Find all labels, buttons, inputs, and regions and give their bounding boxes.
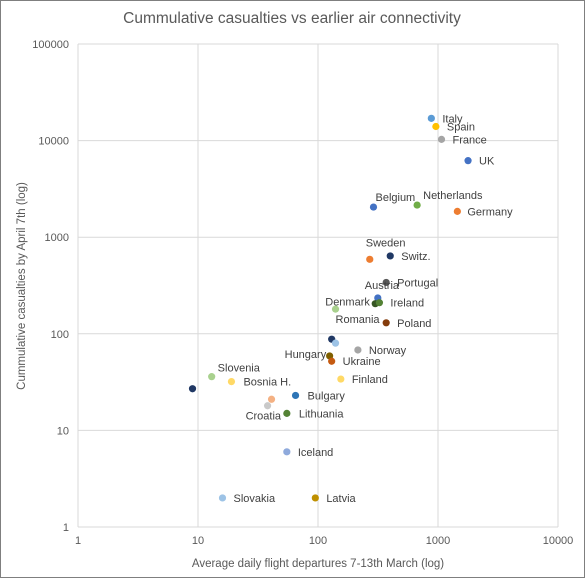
x-tick-label-3: 1000 bbox=[426, 535, 450, 547]
data-point-sweden bbox=[366, 255, 374, 263]
y-tick-label-2: 100 bbox=[51, 329, 69, 341]
data-point-unlabeled-23 bbox=[188, 385, 197, 393]
data-point-poland bbox=[382, 319, 390, 327]
data-point-bosnia-h bbox=[227, 378, 236, 386]
data-points bbox=[188, 114, 472, 502]
point-label-portugal: Portugal bbox=[397, 277, 438, 289]
point-label-bulgary: Bulgary bbox=[308, 390, 346, 402]
point-label-netherlands: Netherlands bbox=[423, 190, 483, 202]
data-point-portugal bbox=[382, 278, 390, 287]
x-tick-label-1: 10 bbox=[192, 535, 204, 547]
y-tick-label-5: 100000 bbox=[32, 39, 69, 51]
point-label-belgium: Belgium bbox=[375, 192, 415, 204]
point-label-latvia: Latvia bbox=[326, 493, 356, 505]
data-point-unlabeled-25 bbox=[267, 395, 276, 403]
point-label-spain: Spain bbox=[447, 121, 475, 133]
point-label-italy: Italy bbox=[442, 113, 463, 125]
x-tick-label-2: 100 bbox=[309, 535, 327, 547]
y-axis-title: Cummulative casualties by April 7th (log… bbox=[16, 182, 28, 390]
data-point-uk bbox=[464, 157, 472, 165]
data-point-norway bbox=[354, 346, 362, 354]
gridlines bbox=[77, 43, 559, 528]
data-point-germany bbox=[453, 207, 461, 215]
point-label-slovenia: Slovenia bbox=[218, 363, 261, 375]
data-point-romania bbox=[331, 305, 340, 313]
y-tick-label-1: 10 bbox=[57, 425, 69, 437]
data-point-lithuania bbox=[283, 409, 291, 417]
point-label-germany: Germany bbox=[467, 206, 513, 218]
data-point-slovakia bbox=[218, 494, 227, 502]
x-tick-label-0: 1 bbox=[75, 535, 81, 547]
data-point-ukraine bbox=[328, 357, 336, 365]
point-label-croatia: Croatia bbox=[246, 411, 282, 423]
point-label-norway: Norway bbox=[369, 345, 407, 357]
point-label-ukraine: Ukraine bbox=[343, 356, 381, 368]
y-tick-label-0: 1 bbox=[63, 522, 69, 534]
data-point-unlabeled-16 bbox=[331, 339, 340, 347]
point-label-denmark: Denmark bbox=[325, 297, 370, 309]
data-point-france bbox=[437, 135, 446, 143]
point-label-poland: Poland bbox=[397, 318, 431, 330]
data-point-netherlands bbox=[413, 201, 421, 209]
data-point-slovenia bbox=[208, 373, 216, 381]
data-point-latvia bbox=[311, 494, 319, 502]
point-label-austria: Austria bbox=[365, 280, 400, 292]
x-tick-labels: 1 10 100 1000 10000 bbox=[75, 535, 573, 547]
point-label-slovakia: Slovakia bbox=[233, 493, 275, 505]
data-point-belgium bbox=[369, 203, 378, 211]
data-point-ireland bbox=[375, 299, 384, 307]
point-label-iceland: Iceland bbox=[298, 447, 333, 459]
data-point-italy bbox=[427, 114, 435, 122]
point-label-bosnia-h: Bosnia H. bbox=[243, 377, 291, 389]
data-point-bulgary bbox=[291, 391, 300, 400]
point-label-france: France bbox=[453, 134, 487, 146]
point-label-finland: Finland bbox=[352, 374, 388, 386]
point-label-switz: Switz. bbox=[401, 251, 430, 263]
data-point-croatia bbox=[263, 402, 272, 410]
data-point-iceland bbox=[283, 448, 291, 456]
y-tick-label-4: 10000 bbox=[38, 136, 69, 148]
point-label-sweden: Sweden bbox=[366, 237, 406, 249]
data-point-finland bbox=[337, 375, 345, 383]
data-point-switz bbox=[386, 252, 394, 260]
chart-title: Cummulative casualties vs earlier air co… bbox=[123, 10, 461, 27]
point-label-uk: UK bbox=[479, 156, 495, 168]
y-tick-labels: 1 10 100 1000 10000 100000 bbox=[32, 39, 69, 534]
x-tick-label-4: 10000 bbox=[543, 535, 574, 547]
point-label-lithuania: Lithuania bbox=[299, 408, 345, 420]
point-label-romania: Romania bbox=[336, 314, 381, 326]
y-tick-label-3: 1000 bbox=[45, 232, 69, 244]
x-axis-title: Average daily flight departures 7-13th M… bbox=[192, 558, 444, 570]
point-label-ireland: Ireland bbox=[390, 298, 424, 310]
data-point-spain bbox=[432, 122, 440, 131]
point-label-hungary: Hungary bbox=[285, 349, 327, 361]
